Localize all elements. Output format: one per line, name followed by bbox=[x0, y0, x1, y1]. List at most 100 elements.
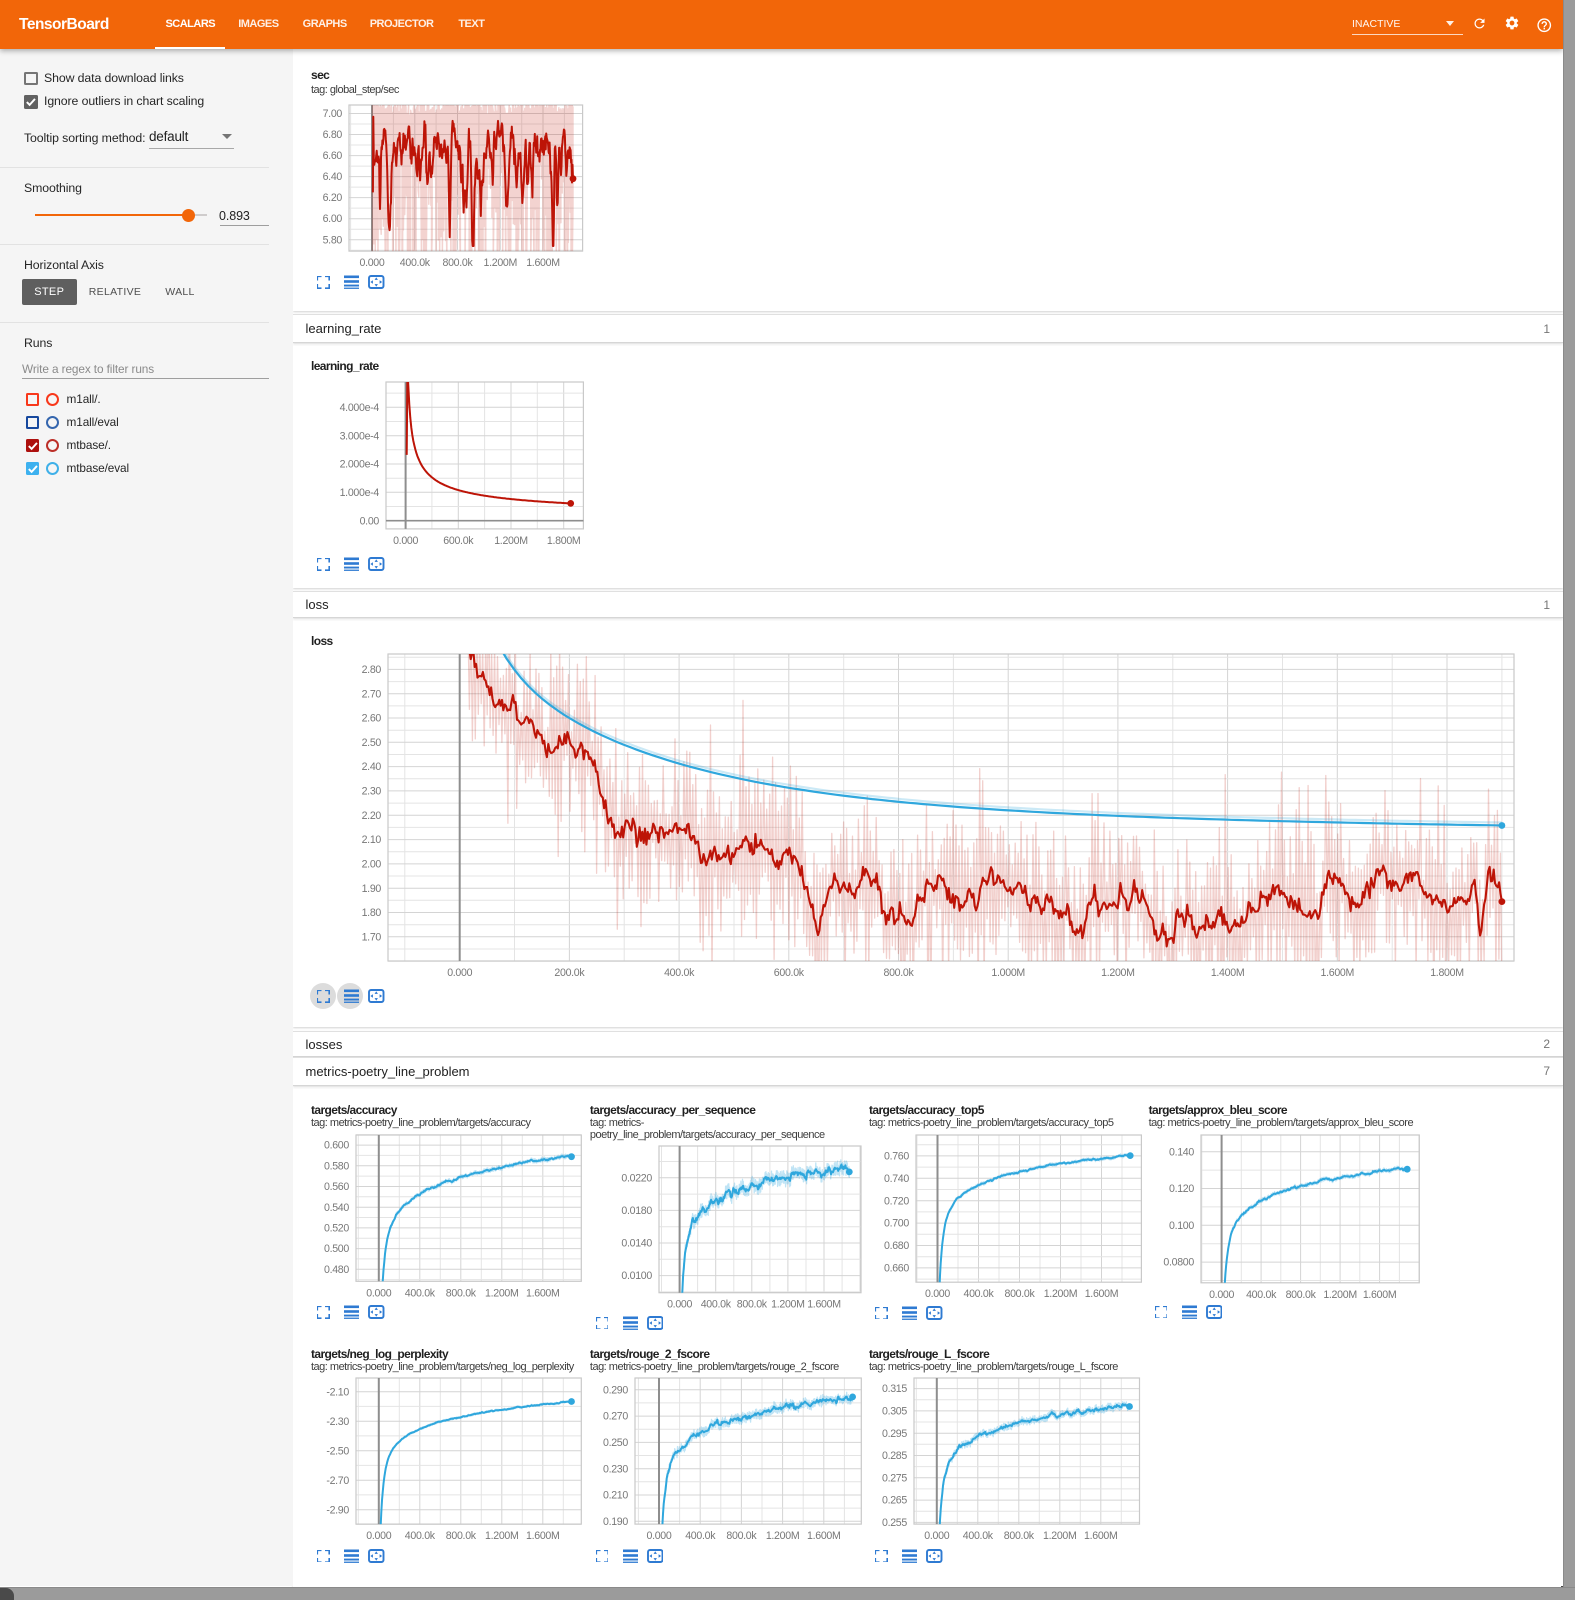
svg-text:4.000e-4: 4.000e-4 bbox=[340, 402, 380, 414]
svg-text:800.0k: 800.0k bbox=[442, 257, 473, 269]
svg-text:6.00: 6.00 bbox=[322, 213, 342, 225]
svg-text:7.00: 7.00 bbox=[322, 108, 342, 120]
svg-text:2.00: 2.00 bbox=[362, 859, 382, 871]
svg-text:0.305: 0.305 bbox=[882, 1406, 907, 1418]
svg-text:0.265: 0.265 bbox=[882, 1495, 907, 1507]
svg-text:1.800M: 1.800M bbox=[1430, 967, 1464, 979]
svg-text:2.20: 2.20 bbox=[362, 810, 382, 822]
svg-text:0.540: 0.540 bbox=[324, 1202, 349, 1214]
svg-text:1.200M: 1.200M bbox=[1043, 1530, 1077, 1542]
svg-text:0.0800: 0.0800 bbox=[1164, 1257, 1195, 1269]
svg-text:0.000: 0.000 bbox=[667, 1299, 692, 1311]
svg-text:-2.90: -2.90 bbox=[327, 1505, 350, 1517]
svg-text:-2.70: -2.70 bbox=[327, 1475, 350, 1487]
svg-text:400.0k: 400.0k bbox=[685, 1530, 716, 1542]
svg-text:2.80: 2.80 bbox=[362, 664, 382, 676]
svg-text:1.600M: 1.600M bbox=[1363, 1289, 1397, 1301]
svg-text:0.0100: 0.0100 bbox=[621, 1271, 652, 1283]
svg-text:0.0140: 0.0140 bbox=[621, 1238, 652, 1250]
svg-text:1.200M: 1.200M bbox=[1101, 967, 1135, 979]
svg-text:800.0k: 800.0k bbox=[726, 1530, 757, 1542]
svg-text:0.000: 0.000 bbox=[924, 1530, 949, 1542]
svg-text:2.70: 2.70 bbox=[362, 688, 382, 700]
svg-text:0.270: 0.270 bbox=[603, 1411, 628, 1423]
svg-text:2.000e-4: 2.000e-4 bbox=[340, 458, 380, 470]
svg-text:0.520: 0.520 bbox=[324, 1223, 349, 1235]
svg-text:1.200M: 1.200M bbox=[483, 257, 517, 269]
svg-text:2.40: 2.40 bbox=[362, 761, 382, 773]
svg-text:0.500: 0.500 bbox=[324, 1244, 349, 1256]
svg-text:0.250: 0.250 bbox=[603, 1437, 628, 1449]
svg-text:800.0k: 800.0k bbox=[737, 1299, 768, 1311]
svg-text:0.760: 0.760 bbox=[884, 1151, 909, 1163]
svg-text:1.200M: 1.200M bbox=[766, 1530, 800, 1542]
svg-text:1.000e-4: 1.000e-4 bbox=[340, 487, 380, 499]
svg-text:1.600M: 1.600M bbox=[526, 257, 560, 269]
svg-text:0.580: 0.580 bbox=[324, 1161, 349, 1173]
svg-text:1.800M: 1.800M bbox=[547, 535, 581, 547]
svg-text:5.80: 5.80 bbox=[322, 234, 342, 246]
svg-text:400.0k: 400.0k bbox=[963, 1530, 994, 1542]
svg-text:0.000: 0.000 bbox=[447, 967, 472, 979]
svg-text:0.560: 0.560 bbox=[324, 1181, 349, 1193]
svg-text:0.000: 0.000 bbox=[393, 535, 418, 547]
svg-text:1.80: 1.80 bbox=[362, 907, 382, 919]
svg-text:0.0180: 0.0180 bbox=[621, 1205, 652, 1217]
svg-text:1.200M: 1.200M bbox=[485, 1288, 519, 1300]
svg-text:0.740: 0.740 bbox=[884, 1173, 909, 1185]
svg-text:0.600: 0.600 bbox=[324, 1140, 349, 1152]
svg-text:200.0k: 200.0k bbox=[554, 967, 585, 979]
svg-text:800.0k: 800.0k bbox=[446, 1530, 477, 1542]
svg-text:1.600M: 1.600M bbox=[526, 1530, 560, 1542]
svg-text:0.255: 0.255 bbox=[882, 1517, 907, 1529]
svg-text:600.0k: 600.0k bbox=[444, 535, 475, 547]
svg-text:1.400M: 1.400M bbox=[1211, 967, 1245, 979]
svg-text:0.000: 0.000 bbox=[366, 1530, 391, 1542]
svg-text:800.0k: 800.0k bbox=[883, 967, 914, 979]
svg-text:0.0220: 0.0220 bbox=[621, 1173, 652, 1185]
svg-text:400.0k: 400.0k bbox=[405, 1530, 436, 1542]
svg-text:2.10: 2.10 bbox=[362, 834, 382, 846]
svg-text:1.600M: 1.600M bbox=[1321, 967, 1355, 979]
svg-text:0.230: 0.230 bbox=[603, 1464, 628, 1476]
svg-text:0.660: 0.660 bbox=[884, 1263, 909, 1275]
svg-text:800.0k: 800.0k bbox=[446, 1288, 477, 1300]
svg-text:-2.10: -2.10 bbox=[327, 1387, 350, 1399]
svg-text:0.000: 0.000 bbox=[646, 1530, 671, 1542]
svg-text:6.80: 6.80 bbox=[322, 129, 342, 141]
svg-text:0.210: 0.210 bbox=[603, 1490, 628, 1502]
svg-text:400.0k: 400.0k bbox=[399, 257, 430, 269]
svg-text:0.000: 0.000 bbox=[366, 1288, 391, 1300]
svg-text:0.720: 0.720 bbox=[884, 1196, 909, 1208]
svg-text:6.40: 6.40 bbox=[322, 171, 342, 183]
svg-text:-2.30: -2.30 bbox=[327, 1416, 350, 1428]
svg-text:0.000: 0.000 bbox=[359, 257, 384, 269]
svg-text:400.0k: 400.0k bbox=[664, 967, 695, 979]
svg-text:2.60: 2.60 bbox=[362, 713, 382, 725]
svg-text:3.000e-4: 3.000e-4 bbox=[340, 430, 380, 442]
svg-text:0.000: 0.000 bbox=[1209, 1289, 1234, 1301]
svg-text:0.480: 0.480 bbox=[324, 1264, 349, 1276]
svg-text:0.190: 0.190 bbox=[603, 1516, 628, 1528]
svg-text:400.0k: 400.0k bbox=[405, 1288, 436, 1300]
svg-text:400.0k: 400.0k bbox=[963, 1289, 994, 1301]
svg-text:0.290: 0.290 bbox=[603, 1385, 628, 1397]
svg-text:1.600M: 1.600M bbox=[807, 1530, 841, 1542]
svg-text:6.60: 6.60 bbox=[322, 150, 342, 162]
svg-text:800.0k: 800.0k bbox=[1004, 1530, 1035, 1542]
svg-text:800.0k: 800.0k bbox=[1004, 1289, 1035, 1301]
svg-text:1.600M: 1.600M bbox=[807, 1299, 841, 1311]
svg-text:0.140: 0.140 bbox=[1169, 1147, 1194, 1159]
svg-text:1.200M: 1.200M bbox=[771, 1299, 805, 1311]
svg-text:0.680: 0.680 bbox=[884, 1240, 909, 1252]
svg-text:400.0k: 400.0k bbox=[701, 1299, 732, 1311]
svg-text:1.200M: 1.200M bbox=[485, 1530, 519, 1542]
svg-text:1.70: 1.70 bbox=[362, 931, 382, 943]
svg-text:1.600M: 1.600M bbox=[526, 1288, 560, 1300]
svg-text:6.20: 6.20 bbox=[322, 192, 342, 204]
svg-text:800.0k: 800.0k bbox=[1286, 1289, 1317, 1301]
svg-text:0.295: 0.295 bbox=[882, 1428, 907, 1440]
svg-text:1.200M: 1.200M bbox=[1043, 1289, 1077, 1301]
svg-text:0.120: 0.120 bbox=[1169, 1183, 1194, 1195]
svg-text:600.0k: 600.0k bbox=[774, 967, 805, 979]
